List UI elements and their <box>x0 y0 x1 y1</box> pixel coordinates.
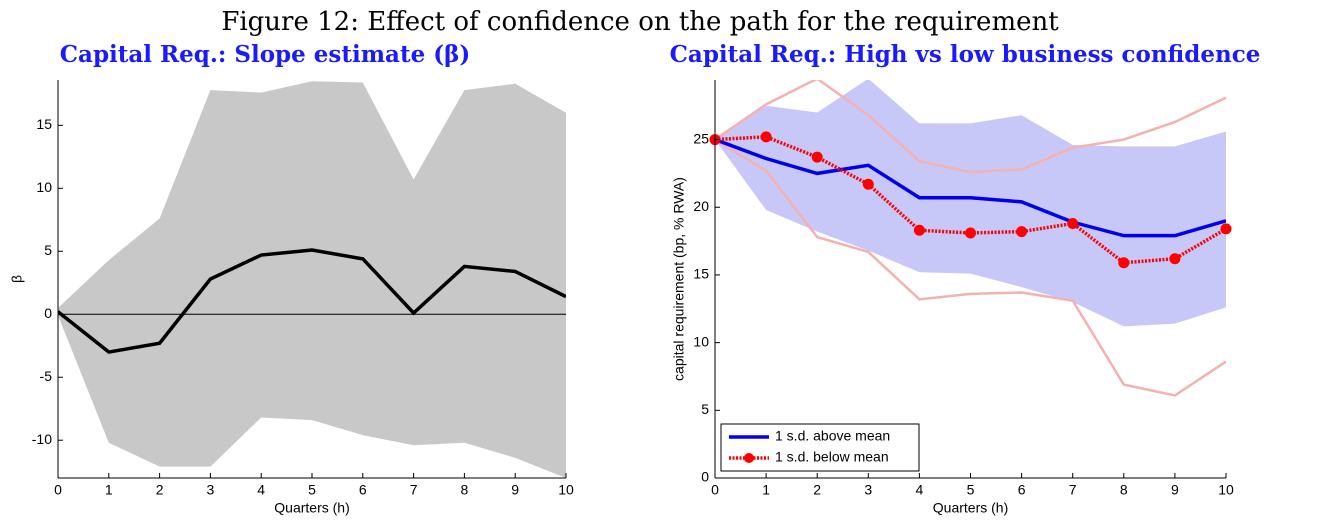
marker <box>1016 226 1028 238</box>
marker <box>913 224 925 236</box>
x-tick-label: 8 <box>461 482 469 498</box>
y-tick-label: -10 <box>32 431 52 447</box>
x-tick-label: 4 <box>916 482 924 498</box>
marker <box>760 131 772 143</box>
legend-label: 1 s.d. above mean <box>775 428 890 444</box>
plot-area <box>715 80 1226 397</box>
x-tick-label: 10 <box>1218 482 1234 498</box>
band-upper <box>715 80 1226 174</box>
marker <box>862 178 874 190</box>
marker <box>1220 223 1232 235</box>
y-tick-label: 5 <box>701 401 709 417</box>
x-tick-label: 2 <box>156 482 164 498</box>
y-axis-label: capital requirement (bp, % RWA) <box>671 177 687 381</box>
series-line <box>715 137 1226 238</box>
band-lower <box>715 138 1226 397</box>
y-tick-label: 10 <box>693 333 709 349</box>
x-tick-label: 9 <box>1171 482 1179 498</box>
y-tick-label: 25 <box>693 130 709 146</box>
x-tick-label: 3 <box>864 482 872 498</box>
series-line <box>58 248 566 354</box>
marker <box>1067 217 1079 229</box>
y-tick-label: 5 <box>44 242 52 258</box>
y-tick-label: -5 <box>40 368 53 384</box>
confidence-band <box>58 81 566 478</box>
x-axis-label: Quarters (h) <box>274 500 349 516</box>
legend-box <box>720 423 920 472</box>
x-tick-label: 3 <box>207 482 215 498</box>
x-tick-label: 6 <box>1018 482 1026 498</box>
plot-area <box>58 81 566 478</box>
x-tick-label: 5 <box>967 482 975 498</box>
x-tick-label: 8 <box>1120 482 1128 498</box>
chart-title: Capital Req.: Slope estimate (β) <box>60 41 471 68</box>
x-tick-label: 5 <box>308 482 316 498</box>
y-tick-label: 20 <box>693 198 709 214</box>
x-tick-label: 7 <box>410 482 418 498</box>
x-tick-label: 9 <box>511 482 519 498</box>
marker <box>965 227 976 239</box>
y-tick-label: 15 <box>693 266 709 282</box>
legend-label: 1 s.d. below mean <box>775 449 889 465</box>
y-tick-label: 0 <box>44 305 52 321</box>
figure-title: Figure 12: Effect of confidence on the p… <box>221 7 1059 37</box>
x-tick-label: 7 <box>1069 482 1077 498</box>
x-tick-label: 2 <box>813 482 821 498</box>
y-axis-label: β <box>9 275 25 283</box>
y-tick-label: 10 <box>36 179 52 195</box>
x-axis-label: Quarters (h) <box>933 500 1008 516</box>
y-tick-label: 0 <box>701 469 709 485</box>
x-tick-label: 4 <box>257 482 265 498</box>
chart-title: Capital Req.: High vs low business confi… <box>670 41 1261 68</box>
marker <box>1118 257 1130 269</box>
x-tick-label: 0 <box>54 482 62 498</box>
x-tick-label: 1 <box>105 482 113 498</box>
y-tick-label: 15 <box>36 116 52 132</box>
marker <box>811 151 823 163</box>
legend-marker <box>744 453 754 463</box>
x-tick-label: 10 <box>558 482 574 498</box>
marker <box>1169 253 1181 265</box>
confidence-band <box>715 80 1226 327</box>
x-tick-label: 0 <box>711 482 719 498</box>
x-tick-label: 6 <box>359 482 367 498</box>
x-tick-label: 1 <box>762 482 770 498</box>
